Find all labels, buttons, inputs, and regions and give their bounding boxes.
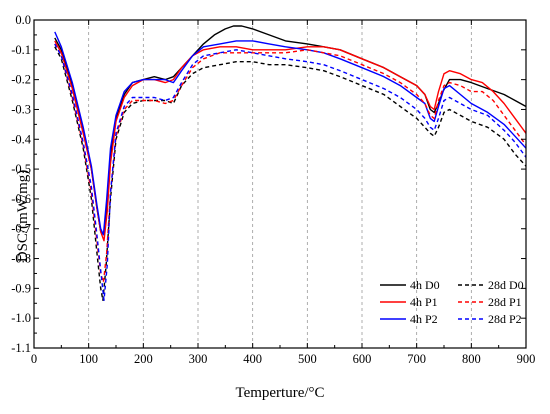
y-tick-label: -1.1 bbox=[11, 341, 31, 355]
tick-labels: 0 100 200 300 400 500 600 700 800 900 0.0 -0.1 -0.2 -… bbox=[11, 13, 535, 366]
legend-label: 28d D0 bbox=[488, 278, 524, 292]
y-tick-label: -0.9 bbox=[11, 281, 31, 295]
legend: 4h D0 4h P1 4h P2 28d D0 28d P1 28d P2 bbox=[380, 278, 524, 326]
x-tick-label: 100 bbox=[79, 352, 98, 366]
y-tick-label: -0.4 bbox=[11, 132, 32, 146]
axis-ticks bbox=[33, 19, 527, 349]
x-tick-label: 400 bbox=[243, 352, 262, 366]
y-tick-label: -0.3 bbox=[11, 102, 31, 116]
legend-label: 28d P2 bbox=[488, 312, 522, 326]
y-tick-label: -0.6 bbox=[11, 192, 31, 206]
legend-label: 4h P2 bbox=[410, 312, 438, 326]
y-tick-label: -1.0 bbox=[11, 311, 31, 325]
series-line-28d-p2 bbox=[54, 43, 527, 301]
series-line-4h-p1 bbox=[54, 40, 527, 242]
series-lines bbox=[54, 25, 527, 301]
series-line-28d-d0 bbox=[54, 46, 527, 301]
x-tick-label: 500 bbox=[298, 352, 317, 366]
series-line-4h-p2 bbox=[54, 31, 527, 236]
y-tick-label: -0.7 bbox=[11, 222, 31, 236]
y-tick-label: -0.1 bbox=[11, 43, 31, 57]
legend-label: 28d P1 bbox=[488, 295, 522, 309]
legend-label: 4h P1 bbox=[410, 295, 438, 309]
series-line-28d-p1 bbox=[54, 43, 527, 284]
y-tick-label: -0.2 bbox=[11, 73, 31, 87]
series-line-4h-d0 bbox=[54, 25, 527, 236]
x-tick-label: 300 bbox=[189, 352, 208, 366]
y-tick-label: -0.8 bbox=[11, 252, 31, 266]
x-tick-label: 700 bbox=[407, 352, 426, 366]
y-axis-title: DSC/(mW/mg) bbox=[15, 170, 31, 263]
y-tick-label: -0.5 bbox=[11, 162, 31, 176]
y-tick-label: 0.0 bbox=[15, 13, 31, 27]
legend-label: 4h D0 bbox=[410, 278, 440, 292]
x-tick-label: 200 bbox=[134, 352, 153, 366]
x-tick-label: 900 bbox=[517, 352, 536, 366]
x-tick-label: 800 bbox=[462, 352, 481, 366]
x-tick-label: 0 bbox=[31, 352, 37, 366]
x-axis-title: Temperture/°C bbox=[235, 385, 324, 401]
x-tick-label: 600 bbox=[353, 352, 372, 366]
grid-lines bbox=[88, 20, 472, 348]
